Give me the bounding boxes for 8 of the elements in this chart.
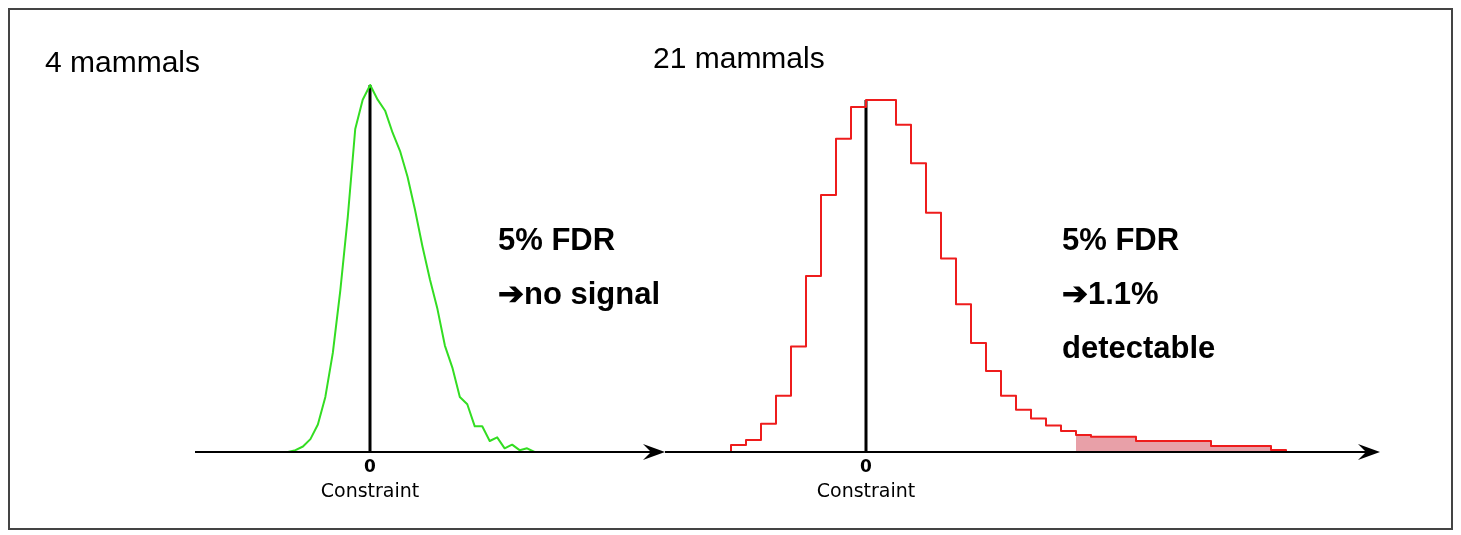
annotation: 5% FDR ➔no signal (498, 222, 661, 311)
text: 0 (364, 456, 377, 476)
chart-title: 21 mammals (653, 41, 825, 74)
x-axis-title: Constraint (816, 479, 916, 501)
annotation: 5% FDR ➔1.1% detectable (1062, 222, 1216, 365)
chart-title: 4 mammals (45, 45, 201, 78)
x-axis-title: Constraint (320, 479, 420, 501)
text: 0 (860, 456, 873, 476)
